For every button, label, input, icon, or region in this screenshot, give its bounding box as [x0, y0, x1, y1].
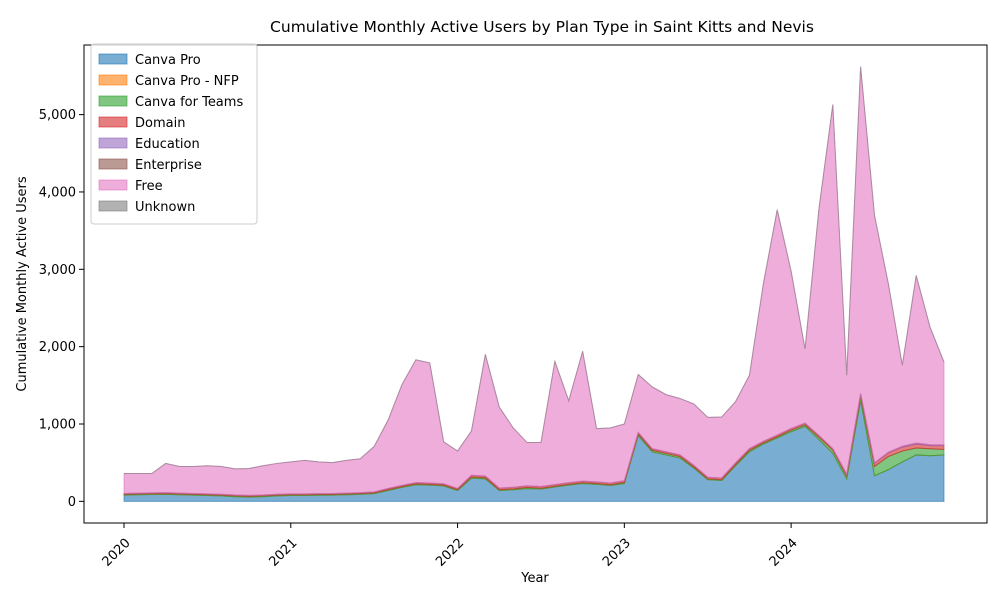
legend-label: Unknown: [135, 200, 195, 215]
legend-label: Education: [135, 137, 200, 152]
y-tick-label: 4,000: [39, 185, 76, 200]
y-tick-label: 5,000: [39, 108, 76, 123]
legend-frame: [90, 43, 258, 225]
plot-frame: [83, 44, 988, 524]
legend-swatch: [98, 137, 128, 149]
legend-label: Free: [135, 179, 163, 194]
y-tick-label: 2,000: [39, 340, 76, 355]
y-axis-title: Cumulative Monthly Active Users: [15, 176, 30, 391]
legend-label: Enterprise: [135, 158, 202, 173]
legend-swatch: [98, 74, 128, 86]
area-series-group: [123, 66, 945, 502]
chart-title: Cumulative Monthly Active Users by Plan …: [270, 18, 814, 36]
x-axis-title: Year: [520, 571, 549, 586]
legend-swatch: [98, 158, 128, 170]
legend: Canva Pro Canva Pro - NFP Canva for Teams D…: [90, 43, 258, 225]
legend-label: Canva for Teams: [135, 95, 243, 110]
y-axis: 0 1,000 2,000 3,000 4,000 5,000: [39, 108, 84, 510]
y-tick-label: 1,000: [39, 417, 76, 432]
legend-label: Domain: [135, 116, 185, 131]
legend-swatch: [98, 95, 128, 107]
legend-label: Canva Pro - NFP: [135, 74, 239, 89]
legend-swatch: [98, 200, 128, 212]
area-series-unknown: [124, 66, 945, 474]
legend-swatch: [98, 179, 128, 191]
y-tick-label: 0: [68, 495, 76, 510]
y-tick-label: 3,000: [39, 263, 76, 278]
legend-swatch: [98, 53, 128, 65]
legend-label: Canva Pro: [135, 53, 201, 68]
legend-swatch: [98, 116, 128, 128]
